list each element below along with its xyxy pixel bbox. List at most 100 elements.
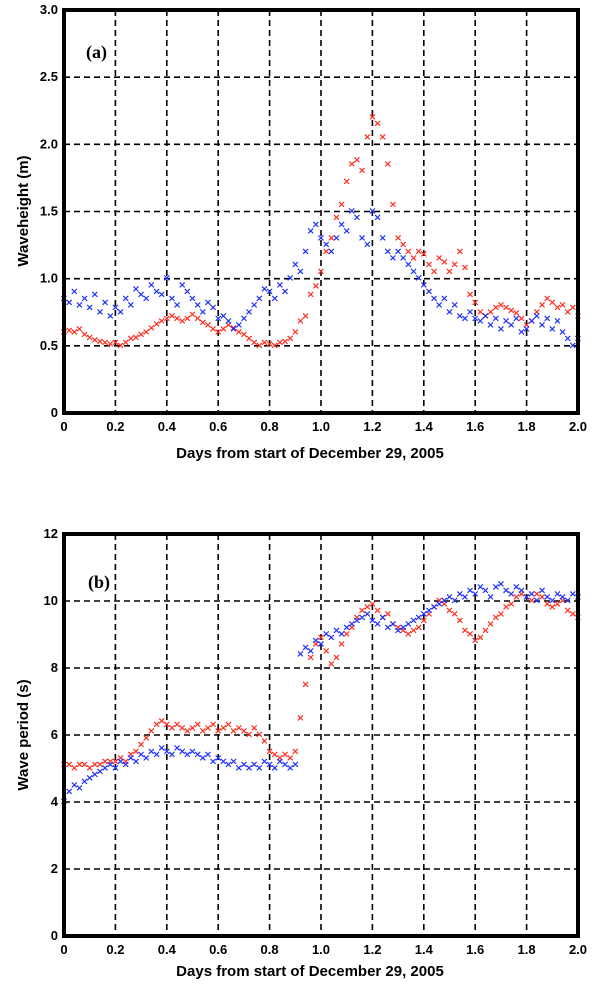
blue-data-point: × [394, 246, 402, 257]
blue-data-point: × [332, 626, 340, 637]
red-data-point: × [65, 326, 73, 337]
red-data-point: × [255, 340, 263, 351]
x-axis-label: Days from start of December 29, 2005 [176, 963, 444, 980]
red-data-point: × [147, 323, 155, 334]
y-tick-label: 0 [51, 405, 58, 420]
blue-data-point: × [337, 219, 345, 230]
blue-data-point: × [476, 582, 484, 593]
red-data-point: × [425, 609, 433, 620]
blue-data-point: × [440, 596, 448, 607]
blue-data-point: × [235, 763, 243, 774]
red-data-point: × [564, 307, 572, 318]
blue-data-point: × [450, 300, 458, 311]
x-tick-label: 2.0 [569, 942, 587, 957]
red-data-point: × [111, 756, 119, 767]
blue-data-point: × [466, 307, 474, 318]
blue-data-point: × [502, 316, 510, 327]
blue-data-point: × [394, 626, 402, 637]
red-data-point: × [178, 316, 186, 327]
x-tick-label: 0 [60, 419, 67, 434]
blue-data-point: × [389, 619, 397, 630]
blue-data-point: × [111, 303, 119, 314]
blue-data-point: × [553, 589, 561, 600]
red-data-point: × [286, 753, 294, 764]
blue-data-point: × [456, 311, 464, 322]
blue-data-point: × [214, 753, 222, 764]
red-data-point: × [420, 249, 428, 260]
red-data-point: × [569, 303, 577, 314]
red-data-point: × [507, 599, 515, 610]
blue-data-point: × [137, 289, 145, 300]
red-data-point: × [193, 719, 201, 730]
blue-data-point: × [142, 753, 150, 764]
red-data-point: × [327, 659, 335, 670]
red-data-point: × [394, 233, 402, 244]
red-data-point: × [265, 339, 273, 350]
red-data-point: × [414, 622, 422, 633]
red-data-point: × [312, 639, 320, 650]
blue-data-point: × [80, 776, 88, 787]
red-data-point: × [168, 723, 176, 734]
red-data-point: × [512, 308, 520, 319]
red-data-point: × [553, 303, 561, 314]
red-data-point: × [312, 281, 320, 292]
red-data-point: × [188, 309, 196, 320]
blue-data-point: × [132, 756, 140, 767]
red-data-point: × [116, 753, 124, 764]
red-data-point: × [142, 733, 150, 744]
x-tick-label: 1.6 [466, 419, 484, 434]
y-tick-label: 0 [51, 928, 58, 943]
red-data-point: × [558, 596, 566, 607]
blue-data-point: × [445, 307, 453, 318]
blue-data-point: × [91, 289, 99, 300]
y-axis-label: Waveheight (m) [15, 155, 32, 266]
red-data-point: × [296, 713, 304, 724]
red-data-point: × [106, 339, 114, 350]
red-data-point: × [358, 606, 366, 617]
red-data-point: × [394, 622, 402, 633]
red-data-point: × [173, 719, 181, 730]
blue-data-point: × [157, 289, 165, 300]
red-data-point: × [121, 338, 129, 349]
red-data-point: × [317, 632, 325, 643]
x-tick-label: 1.2 [363, 942, 381, 957]
blue-data-point: × [378, 233, 386, 244]
blue-data-point: × [152, 750, 160, 761]
red-data-point: × [353, 155, 361, 166]
y-tick-label: 1.5 [40, 204, 58, 219]
red-data-point: × [507, 305, 515, 316]
x-tick-label: 0.2 [106, 942, 124, 957]
red-data-point: × [481, 311, 489, 322]
x-tick-label: 0.4 [158, 942, 177, 957]
red-data-point: × [538, 592, 546, 603]
blue-data-point: × [265, 760, 273, 771]
red-data-point: × [86, 763, 94, 774]
blue-data-point: × [173, 743, 181, 754]
red-data-point: × [445, 606, 453, 617]
red-data-point: × [492, 303, 500, 314]
blue-data-point: × [204, 297, 212, 308]
blue-data-point: × [199, 307, 207, 318]
blue-data-point: × [235, 320, 243, 331]
red-data-point: × [291, 746, 299, 757]
red-data-point: × [296, 316, 304, 327]
red-data-point: × [157, 716, 165, 727]
y-tick-label: 6 [51, 727, 58, 742]
blue-data-point: × [168, 750, 176, 761]
red-data-point: × [543, 599, 551, 610]
red-data-point: × [435, 253, 443, 264]
red-data-point: × [378, 132, 386, 143]
x-tick-label: 1.2 [363, 419, 381, 434]
blue-data-point: × [96, 307, 104, 318]
plot-frame [62, 532, 580, 938]
y-tick-label: 10 [44, 593, 58, 608]
blue-data-point: × [188, 293, 196, 304]
blue-data-point: × [420, 280, 428, 291]
y-tick-label: 2 [51, 861, 58, 876]
red-data-point: × [235, 723, 243, 734]
blue-data-point: × [507, 589, 515, 600]
y-tick-label: 8 [51, 660, 58, 675]
red-data-point: × [183, 726, 191, 737]
red-data-point: × [204, 320, 212, 331]
blue-data-point: × [420, 609, 428, 620]
